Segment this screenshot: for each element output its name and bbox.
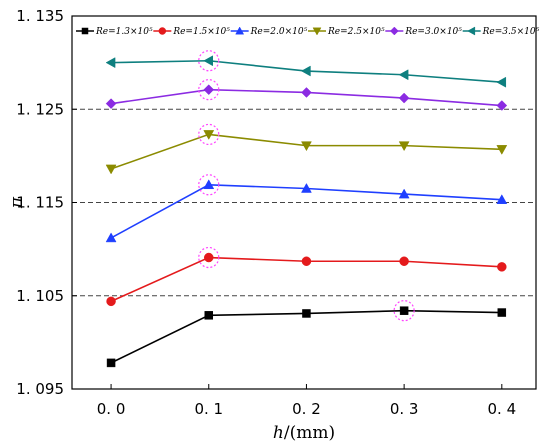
legend-label-3: Re=2.5×10⁵ [327, 27, 385, 37]
data-point-s5-4 [496, 76, 507, 88]
legend-marker-5 [467, 26, 476, 36]
legend-marker-4 [389, 26, 399, 36]
data-point-s4-1 [203, 84, 215, 96]
highlight-circle-4 [198, 79, 220, 101]
legend-label-5: Re=3.5×10⁵ [482, 27, 540, 37]
data-point-s4-0 [105, 98, 117, 110]
data-point-s2-2 [301, 182, 312, 193]
data-point-s4-3 [398, 92, 410, 104]
x-axis-label: h/(mm) [273, 423, 335, 443]
data-point-s5-0 [105, 57, 116, 69]
x-tick-label: 0. 4 [487, 400, 516, 418]
highlight-circles [198, 50, 415, 322]
data-point-s1-2 [301, 256, 312, 266]
y-axis-label: π [7, 196, 27, 209]
legend: Re=1.3×10⁵ Re=1.5×10⁵ Re=2.0×10⁵ Re=2.5×10⁵… [76, 26, 540, 37]
highlight-circle-1 [198, 246, 220, 269]
data-point-s2-4 [496, 194, 508, 204]
data-point-s0-3 [399, 306, 409, 315]
data-point-s4-4 [496, 100, 508, 111]
data-point-s0-1 [204, 311, 214, 320]
data-point-s5-2 [300, 65, 311, 77]
highlight-circle-5 [198, 50, 220, 72]
data-point-s2-0 [105, 232, 117, 243]
x-tick-label: 0. 3 [390, 400, 419, 418]
y-tick-label: 1. 125 [16, 100, 64, 118]
data-point-s1-3 [399, 256, 409, 266]
highlight-circle-2 [198, 174, 220, 196]
legend-marker-1 [158, 27, 167, 35]
data-point-s5-3 [398, 69, 409, 81]
y-tick-label: 1. 135 [16, 7, 64, 25]
data-point-s0-4 [497, 308, 507, 317]
y-tick-label: 1. 105 [16, 287, 64, 305]
x-tick-label: 0. 2 [292, 400, 321, 418]
data-point-s2-3 [398, 188, 410, 199]
data-point-s1-4 [497, 262, 507, 272]
highlight-circle-0 [393, 300, 415, 322]
x-tick-label: 0. 1 [194, 400, 223, 418]
series-line-3 [110, 133, 502, 170]
y-tick-label: 1. 095 [16, 380, 64, 398]
data-point-s0-0 [106, 358, 116, 368]
series-line-0 [110, 309, 502, 364]
legend-label-1: Re=1.5×10⁵ [172, 27, 230, 37]
reference-lines [72, 108, 536, 297]
data-point-s3-3 [398, 141, 410, 152]
legend-label-0: Re=1.3×10⁵ [95, 27, 153, 37]
legend-marker-2 [235, 26, 245, 35]
data-point-s3-2 [301, 141, 312, 152]
data-point-s1-0 [106, 296, 116, 307]
data-point-s1-1 [204, 252, 214, 263]
x-axis-ticks: 0. 0 0. 1 0. 2 0. 3 0. 4 [97, 384, 516, 418]
legend-marker-0 [81, 27, 89, 35]
data-point-s3-4 [496, 145, 508, 155]
y-axis-ticks: 1. 095 1. 105 1. 115 1. 125 1. 135 [16, 7, 77, 398]
legend-label-2: Re=2.0×10⁵ [250, 27, 308, 37]
series-markers [105, 55, 508, 368]
data-point-s3-0 [105, 164, 117, 175]
highlight-circle-3 [198, 123, 220, 146]
legend-label-4: Re=3.0×10⁵ [404, 27, 462, 37]
data-point-s5-1 [203, 55, 214, 67]
data-point-s4-2 [301, 87, 312, 98]
data-point-s0-2 [302, 309, 311, 318]
legend-marker-3 [312, 27, 322, 36]
y-tick-label: 1. 115 [16, 194, 64, 212]
x-tick-label: 0. 0 [97, 400, 126, 418]
data-point-s2-1 [203, 179, 215, 190]
data-point-s3-1 [203, 130, 215, 140]
